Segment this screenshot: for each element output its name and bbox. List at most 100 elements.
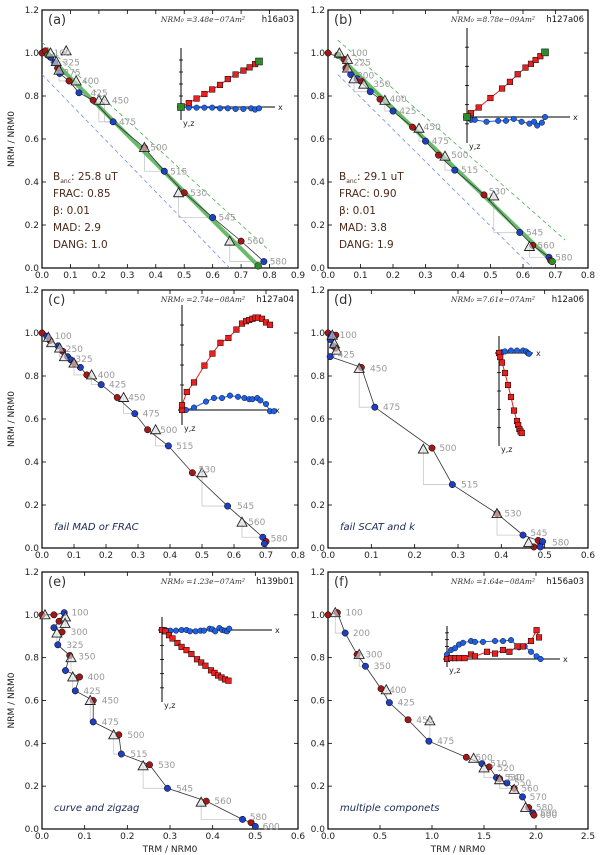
inset-horizontal-point — [257, 397, 264, 404]
data-point — [361, 662, 369, 670]
zijderveld-inset: x y,z — [463, 28, 578, 151]
ptrm-check-triangle — [341, 62, 354, 73]
ptrm-check-triangle — [413, 122, 425, 133]
ptrm-check-triangle — [353, 362, 365, 373]
panel-c: 0.0 0.1 0.2 0.3 0.4 0.5 0.6 0.7 0.8 0.0 0.2 0.4 0.6 0… — [7, 286, 305, 561]
temperature-label: 580 — [270, 258, 287, 268]
data-point — [530, 811, 538, 819]
x-tick-label: 0.4 — [163, 551, 178, 561]
y-tick-label: 0.4 — [311, 178, 326, 188]
inset-vertical-point — [225, 677, 232, 684]
y-tick-label: 1.2 — [311, 286, 325, 296]
y-tick-label: 0.8 — [25, 372, 40, 382]
inset-horizontal-point — [514, 347, 521, 354]
inset-vertical-point — [188, 651, 195, 658]
temperature-label: 325 — [63, 59, 80, 69]
data-point — [117, 750, 125, 758]
inset-horizontal-point — [263, 401, 270, 408]
y-tick-label: 0.8 — [25, 92, 40, 102]
bound-line — [41, 74, 231, 269]
x-tick-label: 0.2 — [99, 551, 113, 561]
inset-horizontal-point — [226, 392, 233, 399]
check-step-line — [200, 802, 243, 820]
inset-vertical-point — [483, 648, 491, 655]
temperature-label: 450 — [128, 394, 145, 404]
ptrm-check-triangle — [66, 671, 79, 682]
ptrm-check-triangle — [467, 752, 480, 763]
temperature-label: 400 — [82, 77, 99, 87]
inset-vertical-point — [519, 643, 527, 650]
x-tick-label: 0.0 — [321, 832, 336, 842]
zijderveld-inset: x y,z — [158, 617, 280, 710]
x-tick-label: 0.8 — [291, 551, 306, 561]
plot-frame — [327, 571, 589, 830]
inset-horizontal-point — [232, 105, 239, 112]
y-tick-label: 1.0 — [311, 49, 326, 59]
inset-vertical-point — [266, 321, 274, 328]
ptrm-check-triangle — [333, 47, 346, 58]
inset-yz-label: y,z — [449, 666, 460, 675]
data-point — [519, 531, 527, 539]
inset-horizontal-point — [201, 104, 208, 111]
y-tick-label: 0.4 — [311, 458, 326, 468]
inset-horizontal-point — [216, 105, 223, 112]
temperature-label: 100 — [340, 331, 357, 341]
inset-horizontal-point — [502, 348, 509, 355]
plot-frame — [41, 289, 299, 549]
zijderveld-inset: x y,z — [443, 626, 568, 675]
ptrm-check-triangle — [223, 235, 236, 246]
inset-horizontal-point — [542, 113, 549, 120]
data-point — [260, 258, 268, 265]
temperature-label: 510 — [490, 760, 507, 770]
x-tick-label: 0.8 — [581, 271, 596, 281]
temperature-label: 600 — [540, 811, 557, 821]
inset-vertical-point — [202, 662, 209, 669]
fit-end-point — [548, 257, 556, 266]
ptrm-check-triangle — [50, 55, 62, 67]
ptrm-check-triangle — [53, 64, 65, 75]
inset-vertical-point — [498, 359, 506, 366]
x-tick-label: 0.2 — [408, 551, 422, 561]
x-tick-label: 0.6 — [227, 551, 242, 561]
y-tick-label: 1.0 — [311, 329, 326, 339]
temperature-label: 450 — [416, 716, 433, 726]
check-step-line — [201, 472, 228, 507]
inset-horizontal-point — [508, 347, 515, 354]
y-tick-label: 0.0 — [311, 825, 326, 835]
data-point — [385, 699, 393, 707]
inset-vertical-point — [183, 388, 190, 396]
inset-vertical-point — [507, 393, 515, 401]
data-point — [54, 641, 62, 649]
inset-horizontal-point — [186, 628, 193, 635]
ptrm-check-triangle — [508, 783, 520, 794]
specimen-label: h139b01 — [256, 577, 294, 587]
ptrm-check-triangle — [196, 466, 208, 478]
inset-vertical-point — [174, 639, 181, 647]
temperature-label: 545 — [219, 213, 236, 223]
bound-line — [337, 74, 534, 269]
temperature-label: 250 — [66, 345, 83, 355]
panel-e: 0.0 0.1 0.2 0.3 0.4 0.5 0.6 0.0 0.2 0.4 0.6 0.8 1.0 1… — [7, 568, 305, 855]
check-step-line — [493, 195, 520, 233]
temperature-label: 560 — [521, 784, 538, 794]
temperature-label: 225 — [354, 59, 371, 69]
y-tick-label: 0.0 — [25, 264, 40, 274]
inset-vertical-point — [533, 627, 540, 634]
y-tick-label: 0.0 — [25, 825, 40, 835]
temperature-label: 580 — [271, 534, 288, 544]
data-point — [65, 77, 73, 85]
data-point — [260, 540, 268, 548]
inset-fit-end-square — [255, 57, 263, 66]
temperature-label: 540 — [508, 774, 525, 784]
y-tick-label: 0.2 — [311, 501, 325, 511]
y-tick-label: 0.6 — [25, 135, 40, 145]
inset-fit-start-square — [463, 113, 471, 121]
panel-note: fail MAD or FRAC — [54, 522, 139, 533]
inset-vertical-point — [491, 650, 499, 657]
temperature-label: 515 — [461, 166, 478, 176]
inset-x-label: x — [275, 406, 280, 415]
x-tick-label: 0.5 — [177, 271, 191, 281]
temperature-label: 560 — [214, 797, 231, 807]
inset-vertical-point — [225, 334, 232, 342]
inset-vertical-point — [504, 381, 512, 389]
